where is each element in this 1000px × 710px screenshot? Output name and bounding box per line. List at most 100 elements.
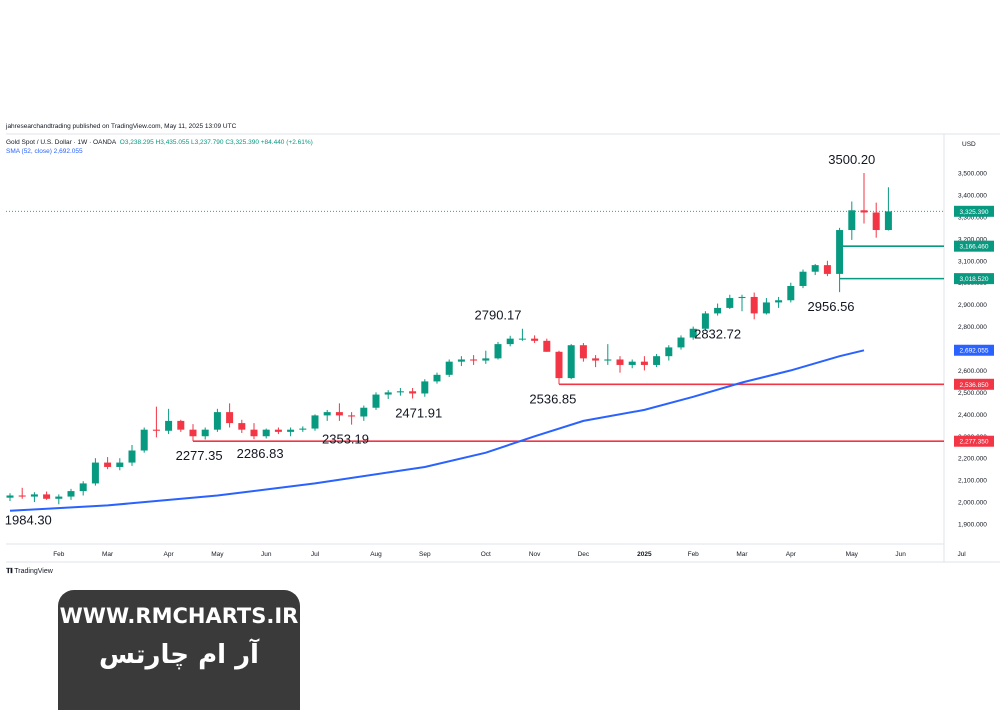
candle-body bbox=[884, 211, 892, 231]
price-annotation: 2286.83 bbox=[237, 446, 284, 461]
y-tick-label: 2,800.000 bbox=[958, 324, 987, 331]
y-tick-label: 2,200.000 bbox=[958, 456, 987, 463]
y-tick-label: 2,500.000 bbox=[958, 390, 987, 397]
sma-legend-text: SMA (52, close) 2,692.055 bbox=[6, 148, 83, 155]
candle-body bbox=[299, 428, 307, 430]
candle-body bbox=[579, 345, 587, 359]
candle-body bbox=[323, 412, 331, 416]
candle-body bbox=[848, 210, 856, 231]
current-price-label-text: 3,325.390 bbox=[960, 209, 989, 216]
x-tick-label: Jun bbox=[261, 551, 272, 558]
candle-body bbox=[335, 412, 343, 416]
y-tick-label: 3,500.000 bbox=[958, 171, 987, 178]
candle-body bbox=[409, 391, 417, 394]
candle-body bbox=[79, 483, 87, 492]
candle-body bbox=[799, 271, 807, 286]
candle-body bbox=[152, 429, 160, 431]
x-tick-label: 2025 bbox=[637, 551, 652, 558]
x-tick-label: Oct bbox=[481, 551, 491, 558]
level-price-label-box bbox=[954, 240, 994, 252]
x-tick-label: Jun bbox=[895, 551, 906, 558]
candle-body bbox=[811, 265, 819, 272]
candle-body bbox=[653, 356, 661, 365]
level-price-label-text: 3,018.520 bbox=[960, 276, 989, 283]
tradingview-logo: 𝐓❙ TradingView bbox=[6, 568, 53, 576]
price-annotation: 2832.72 bbox=[694, 326, 741, 341]
x-tick-label: Apr bbox=[164, 551, 175, 558]
y-tick-label: 2,100.000 bbox=[958, 478, 987, 485]
candle-body bbox=[384, 392, 392, 395]
candle-body bbox=[55, 496, 63, 499]
x-tick-label: May bbox=[846, 551, 859, 558]
candle-body bbox=[104, 462, 112, 467]
y-tick-label: 2,600.000 bbox=[958, 368, 987, 375]
candle-body bbox=[67, 491, 75, 497]
brand-persian-name: آر ام چارتس bbox=[99, 640, 259, 670]
candle-body bbox=[775, 300, 783, 303]
candle-body bbox=[750, 296, 758, 314]
current-price-label-box bbox=[954, 205, 994, 217]
candle-body bbox=[262, 429, 270, 437]
y-tick-label: 1,900.000 bbox=[958, 522, 987, 529]
candle-body bbox=[872, 212, 880, 231]
sma-price-label-box bbox=[954, 344, 994, 356]
price-annotation: 2277.35 bbox=[176, 448, 223, 463]
brand-banner: WWW.RMCHARTS.IR آر ام چارتس bbox=[58, 590, 300, 710]
price-annotation: 2471.91 bbox=[395, 406, 442, 421]
brand-url: WWW.RMCHARTS.IR bbox=[59, 604, 299, 628]
candle-body bbox=[213, 412, 221, 430]
candle-body bbox=[531, 338, 539, 341]
candle-body bbox=[250, 429, 258, 437]
candle-body bbox=[311, 415, 319, 429]
candle-body bbox=[396, 391, 404, 393]
candle-body bbox=[616, 359, 624, 365]
level-price-label-text: 3,166.460 bbox=[960, 244, 989, 251]
price-annotation: 2790.17 bbox=[475, 308, 522, 323]
candle-body bbox=[30, 494, 38, 497]
price-annotation: 3500.20 bbox=[828, 152, 875, 167]
candle-body bbox=[18, 495, 26, 497]
sma-price-label-text: 2,692.055 bbox=[960, 348, 989, 355]
x-tick-label: Apr bbox=[786, 551, 797, 558]
candle-body bbox=[701, 313, 709, 329]
ohlc-values: O3,238.295 H3,435.055 L3,237.790 C3,325.… bbox=[119, 139, 313, 146]
x-tick-label: Mar bbox=[102, 551, 114, 558]
y-tick-label: 2,400.000 bbox=[958, 412, 987, 419]
x-tick-label: Nov bbox=[529, 551, 541, 558]
candle-body bbox=[433, 374, 441, 382]
candle-body bbox=[762, 302, 770, 314]
candle-body bbox=[738, 296, 746, 299]
x-tick-label: Feb bbox=[53, 551, 65, 558]
candle-body bbox=[421, 381, 429, 394]
price-annotation: 2536.85 bbox=[529, 391, 576, 406]
tradingview-logo-icon: 𝐓❙ bbox=[6, 568, 13, 575]
y-tick-label: 3,200.000 bbox=[958, 236, 987, 243]
tradingview-logo-text: TradingView bbox=[14, 568, 53, 575]
level-price-label-text: 2,277.350 bbox=[960, 439, 989, 446]
candle-body bbox=[518, 338, 526, 340]
sma-line bbox=[9, 349, 865, 512]
level-price-label-box bbox=[954, 435, 994, 447]
candle-body bbox=[482, 358, 490, 361]
candle-body bbox=[348, 415, 356, 417]
candle-body bbox=[555, 351, 563, 379]
price-annotation: 2353.19 bbox=[322, 432, 369, 447]
candle-body bbox=[506, 338, 514, 345]
candle-body bbox=[445, 361, 453, 375]
candle-body bbox=[726, 298, 734, 308]
x-tick-label: Jul bbox=[957, 551, 966, 558]
level-price-label-text: 2,536.850 bbox=[960, 382, 989, 389]
candle-body bbox=[116, 462, 124, 467]
published-note: jahresearchandtrading published on Tradi… bbox=[6, 123, 237, 130]
candle-body bbox=[6, 495, 14, 498]
x-tick-label: Mar bbox=[736, 551, 748, 558]
x-tick-label: Jul bbox=[311, 551, 320, 558]
candle-body bbox=[677, 337, 685, 348]
candle-body bbox=[372, 394, 380, 408]
level-price-label-box bbox=[954, 378, 994, 390]
candle-body bbox=[665, 347, 673, 357]
candle-body bbox=[836, 230, 844, 274]
y-tick-label: 2,900.000 bbox=[958, 302, 987, 309]
x-tick-label: Sep bbox=[419, 551, 431, 558]
